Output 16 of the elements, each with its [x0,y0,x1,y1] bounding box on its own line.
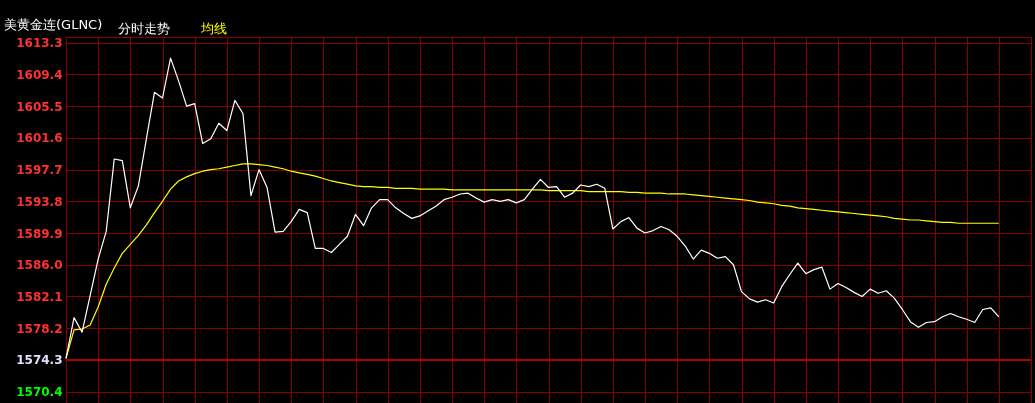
y-tick-label: 1613.3 [16,36,63,51]
y-tick-label: 1601.6 [16,131,63,146]
y-tick-label: 1589.9 [16,226,63,241]
y-tick-label: 1605.5 [16,99,63,114]
line-series [65,57,1000,359]
series-label: 分时走势 [118,20,170,36]
y-tick-label: 1593.8 [16,194,63,209]
y-tick-label: 1574.3 [16,353,63,368]
y-tick-label: 1586.0 [16,258,63,273]
y-tick-label: 1578.2 [16,321,63,336]
y-tick-label: 1597.7 [16,163,63,178]
chart-title: 美黄金连(GLNC) [4,17,103,32]
y-tick-label: 1570.4 [16,385,63,400]
y-tick-label: 1582.1 [16,289,63,304]
y-tick-label: 1609.4 [16,67,63,82]
text: 均线 [200,20,227,36]
